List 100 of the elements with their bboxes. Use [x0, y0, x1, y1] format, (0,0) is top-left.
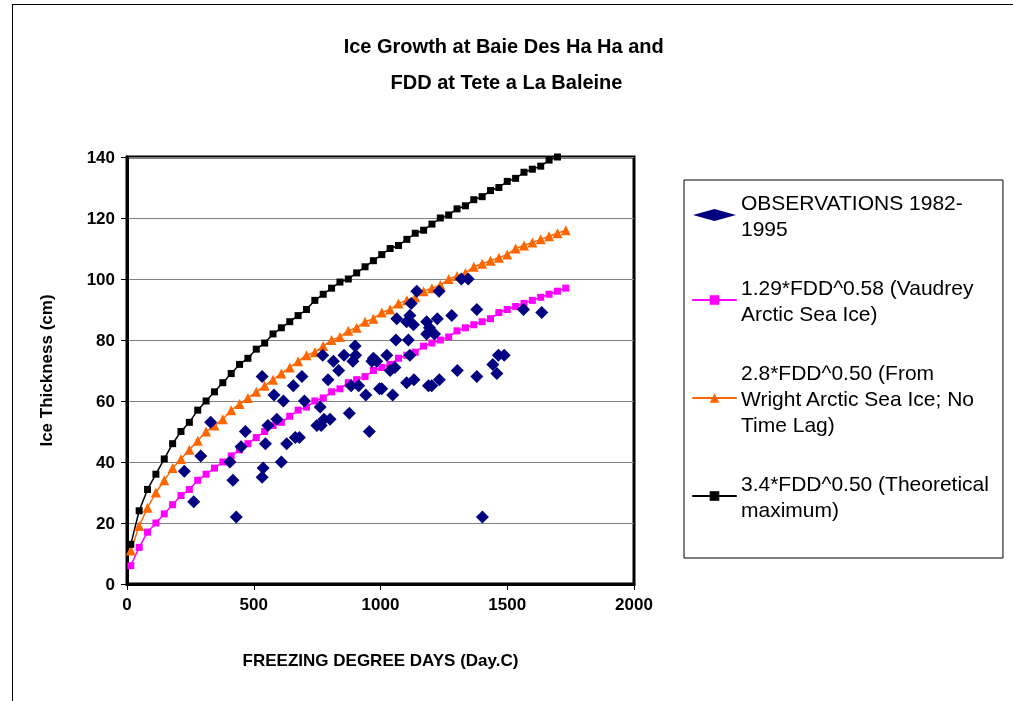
- point: [142, 502, 153, 513]
- point: [445, 211, 453, 219]
- point: [386, 245, 394, 252]
- point: [527, 237, 538, 248]
- point: [268, 374, 279, 385]
- point: [144, 485, 152, 493]
- point: [319, 394, 327, 402]
- point: [378, 251, 386, 259]
- point: [477, 258, 488, 269]
- point: [328, 284, 336, 292]
- legend-label: 2.8*FDD^0.50 (From Wright Arctic Sea Ice; No Time Lag): [741, 360, 975, 436]
- point: [144, 528, 152, 536]
- point: [167, 463, 178, 474]
- point: [443, 274, 454, 284]
- point: [135, 507, 143, 515]
- point: [269, 330, 277, 338]
- point: [461, 324, 469, 332]
- point: [545, 156, 553, 164]
- x-tick-label: 500: [239, 595, 268, 614]
- point: [343, 325, 354, 336]
- point: [385, 304, 396, 315]
- point: [393, 298, 404, 309]
- point: [302, 306, 310, 313]
- y-tick-label: 0: [105, 574, 115, 594]
- point: [361, 263, 369, 271]
- point: [259, 380, 270, 391]
- chart-title: Ice Growth at Baie Des Ha Ha and FDD at Tete a La Baleine: [343, 35, 670, 93]
- point: [403, 235, 411, 243]
- point: [351, 322, 362, 333]
- point: [160, 455, 168, 463]
- point: [470, 196, 478, 204]
- y-tick-label: 140: [86, 147, 115, 167]
- point: [219, 379, 227, 387]
- point: [134, 521, 145, 532]
- point: [177, 492, 185, 500]
- point: [294, 406, 302, 414]
- point: [176, 453, 186, 464]
- point: [185, 485, 193, 493]
- point: [503, 306, 511, 313]
- point: [336, 278, 344, 286]
- point: [420, 226, 428, 234]
- legend-label: OBSERVATIONS 1982-1995: [741, 190, 963, 240]
- point: [169, 501, 177, 509]
- point: [512, 174, 520, 182]
- y-tick-label: 20: [96, 513, 115, 533]
- point: [453, 327, 461, 335]
- point: [169, 440, 177, 448]
- y-axis-title: Ice Thickness (cm): [37, 294, 56, 447]
- x-tick-label: 1000: [361, 595, 400, 614]
- point: [234, 399, 245, 410]
- point: [160, 510, 168, 518]
- point: [261, 339, 269, 347]
- point: [537, 293, 545, 301]
- y-tick-label: 120: [86, 208, 115, 228]
- point: [436, 336, 444, 344]
- point: [369, 257, 377, 265]
- point: [361, 373, 369, 381]
- point: [284, 362, 295, 373]
- x-axis-title: FREEZING DEGREE DAYS (Day.C): [242, 651, 519, 670]
- point: [378, 363, 386, 371]
- point: [376, 307, 387, 318]
- point: [528, 296, 536, 304]
- point: [334, 331, 345, 342]
- point: [194, 406, 202, 414]
- y-tick-label: 60: [96, 391, 115, 411]
- point: [428, 220, 436, 228]
- point: [461, 202, 469, 210]
- point: [277, 324, 285, 332]
- point: [152, 519, 160, 527]
- point: [328, 388, 336, 396]
- point: [453, 205, 461, 213]
- point: [487, 187, 495, 195]
- point: [226, 405, 237, 416]
- point: [293, 356, 304, 367]
- point: [502, 249, 513, 260]
- point: [276, 368, 287, 379]
- point: [152, 470, 160, 478]
- point: [503, 177, 511, 185]
- x-tick-label: 1500: [488, 595, 527, 614]
- legend-label: 3.4*FDD^0.50 (Theoretical maximum): [741, 471, 989, 521]
- point: [326, 335, 337, 345]
- point: [294, 312, 302, 320]
- point: [336, 385, 344, 393]
- point: [150, 487, 161, 498]
- point: [202, 470, 210, 478]
- point: [512, 302, 520, 310]
- point: [210, 388, 218, 396]
- point: [184, 444, 195, 455]
- point: [537, 162, 545, 170]
- point: [411, 229, 419, 237]
- point: [185, 418, 193, 426]
- point: [553, 287, 561, 295]
- point: [478, 318, 486, 326]
- point: [470, 321, 478, 329]
- point: [301, 350, 312, 361]
- point: [445, 333, 453, 341]
- point: [252, 434, 260, 442]
- point: [227, 370, 235, 378]
- point: [202, 397, 210, 405]
- point: [495, 309, 503, 317]
